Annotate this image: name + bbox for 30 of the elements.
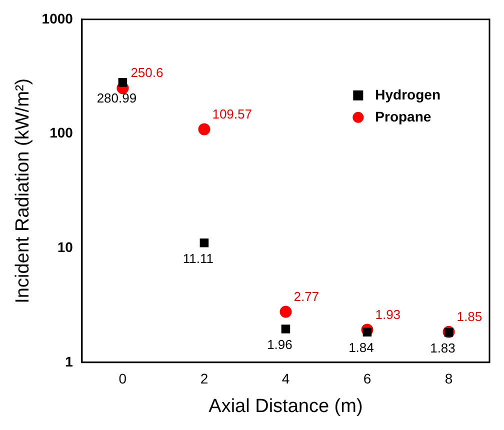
point [198,123,210,136]
data-label: 109.57 [212,106,252,122]
data-label: 2.77 [294,288,320,304]
x-tick-label: 4 [282,370,290,387]
data-label: 1.93 [375,306,401,322]
x-tick-label: 8 [444,370,453,387]
data-label: 1.83 [430,340,456,356]
data-label: 1.96 [267,337,292,352]
point [362,328,372,337]
legend-label: Hydrogen [375,86,441,102]
data-label: 1.84 [348,340,374,356]
legend-label: Propane [375,108,432,124]
y-tick-label: 1000 [42,10,74,26]
x-axis-title: Axial Distance (m) [208,396,363,417]
data-label: 250.6 [130,65,164,80]
y-tick-label: 10 [57,238,74,255]
point [118,78,128,87]
point [200,238,209,248]
y-axis-title: Incident Radiation (kW/m²) [12,78,34,304]
y-tick-label: 100 [50,124,74,141]
data-label: 280.99 [96,90,137,106]
point [281,324,290,334]
x-tick-label: 0 [118,370,127,387]
point [444,328,454,337]
x-tick-label: 6 [363,370,372,387]
point [280,306,292,318]
data-label: 11.11 [182,250,214,266]
x-tick-label: 2 [200,370,208,387]
y-tick-label: 1 [65,353,74,370]
data-label: 1.85 [456,308,482,324]
